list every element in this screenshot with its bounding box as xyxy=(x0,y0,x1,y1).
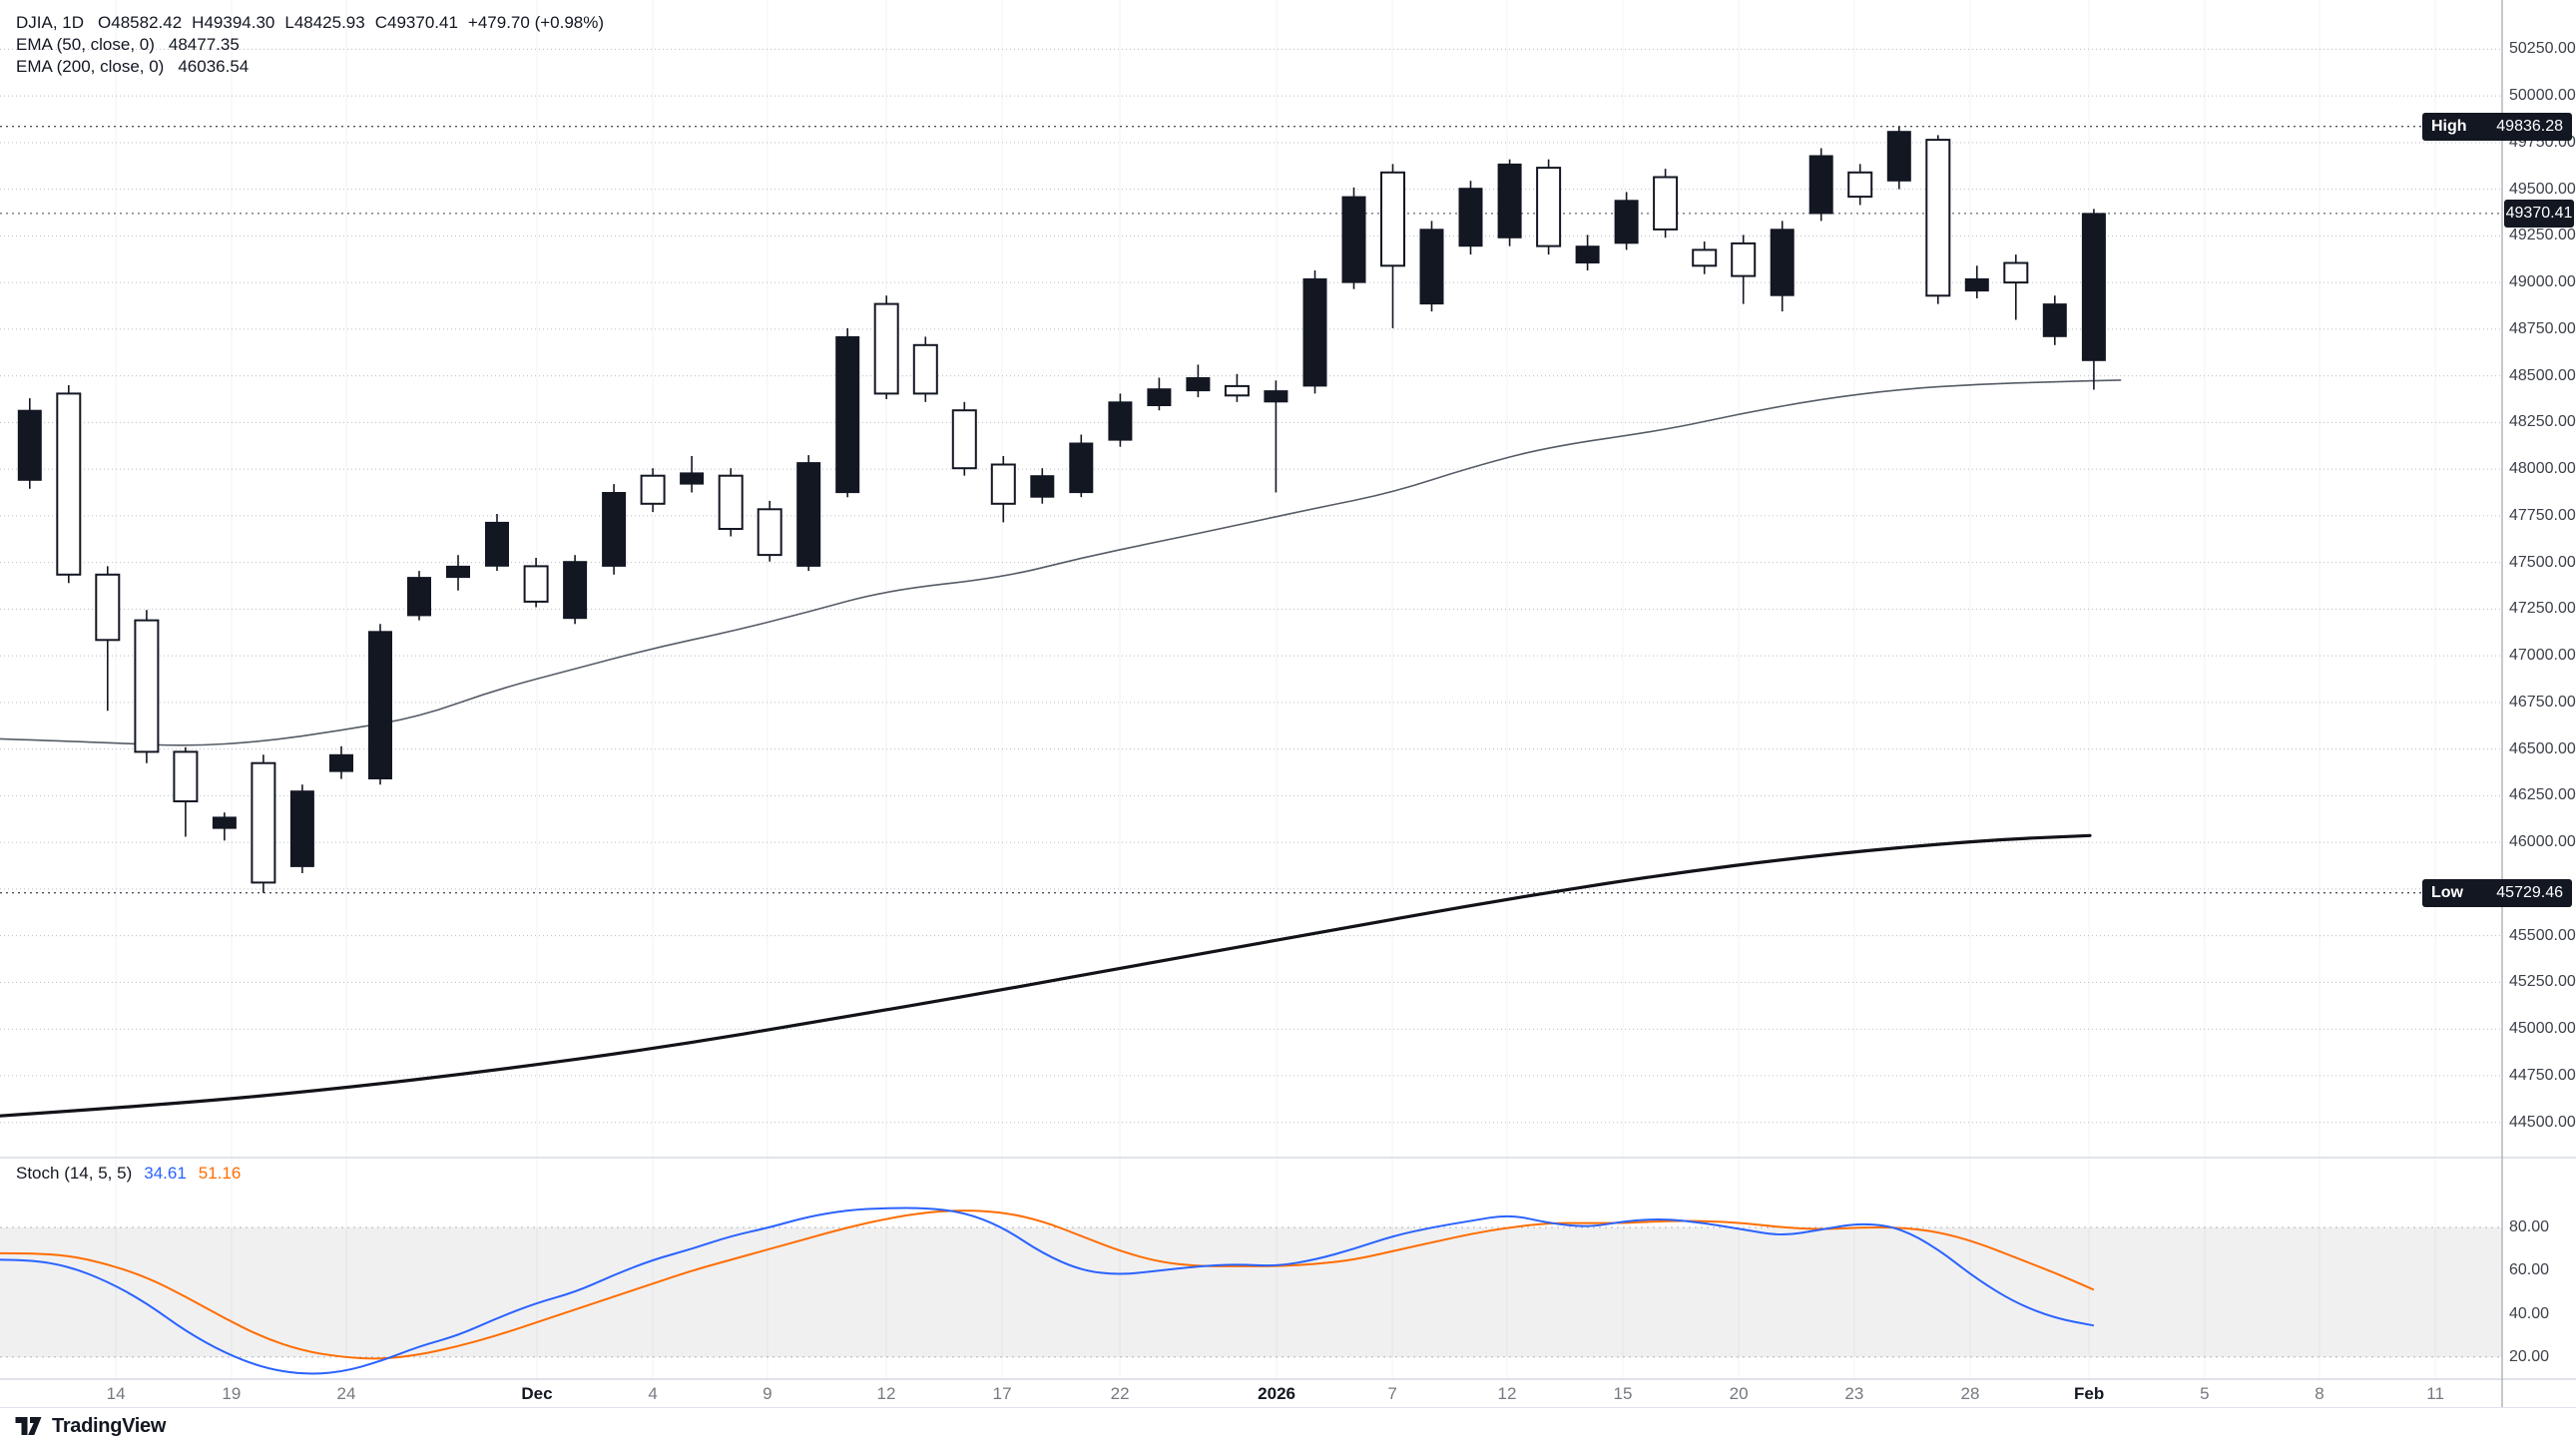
ema50-value: 48477.35 xyxy=(168,35,240,54)
legend-row-symbol[interactable]: DJIA, 1D O48582.42 H49394.30 L48425.93 C… xyxy=(16,12,604,34)
price-axis-label: 46500.00 xyxy=(2509,739,2576,757)
ema200-label: EMA (200, close, 0) xyxy=(16,57,165,76)
low-badge-value: 45729.46 xyxy=(2496,883,2563,901)
time-axis-label: 5 xyxy=(2200,1384,2210,1403)
stoch-label: Stoch (14, 5, 5) xyxy=(16,1164,133,1183)
high-price-badge: High 49836.28 xyxy=(2422,112,2572,141)
price-axis-label: 44500.00 xyxy=(2509,1113,2576,1131)
stoch-axis-label: 60.00 xyxy=(2509,1261,2550,1279)
time-axis[interactable]: 14 19 24 Dec 4 9 12 17 22 2026 7 12 15 20 23 28 Feb 5 8 11 xyxy=(0,1379,2502,1407)
time-axis-label: 15 xyxy=(1613,1384,1633,1403)
high-badge-value: 49836.28 xyxy=(2496,117,2563,135)
price-axis-label: 46250.00 xyxy=(2509,786,2576,804)
price-axis-label: 47500.00 xyxy=(2509,553,2576,571)
low-price-badge: Low 45729.46 xyxy=(2422,878,2572,907)
price-axis-label: 48250.00 xyxy=(2509,413,2576,431)
tradingview-brand-text[interactable]: TradingView xyxy=(52,1414,167,1437)
time-axis-label: 7 xyxy=(1387,1384,1397,1403)
last-badge-value: 49370.41 xyxy=(2505,204,2573,222)
ohlc-high: H49394.30 xyxy=(192,13,275,32)
time-axis-label: 24 xyxy=(336,1384,356,1403)
time-axis-label: 14 xyxy=(106,1384,126,1403)
time-axis-label: 17 xyxy=(992,1384,1012,1403)
stoch-axis-label: 80.00 xyxy=(2509,1218,2550,1235)
time-axis-label: 9 xyxy=(763,1384,773,1403)
ohlc-low: L48425.93 xyxy=(284,13,365,32)
price-axis-label: 50250.00 xyxy=(2509,40,2576,58)
time-axis-label: 28 xyxy=(1960,1384,1980,1403)
time-axis-label: 23 xyxy=(1844,1384,1864,1403)
legend-row-ema200[interactable]: EMA (200, close, 0) 46036.54 xyxy=(16,56,604,78)
stochastic-legend[interactable]: Stoch (14, 5, 5) 34.61 51.16 xyxy=(16,1164,241,1184)
price-axis-label: 49250.00 xyxy=(2509,227,2576,244)
change-value: +479.70 (+0.98%) xyxy=(467,13,605,32)
price-axis-label: 45000.00 xyxy=(2509,1020,2576,1038)
price-axis-label: 45500.00 xyxy=(2509,926,2576,944)
price-axis-label: 46750.00 xyxy=(2509,693,2576,711)
time-axis-label: 11 xyxy=(2426,1384,2444,1403)
last-price-badge: 49370.41 xyxy=(2504,199,2574,228)
price-axis-label: 48000.00 xyxy=(2509,460,2576,478)
time-axis-label: Dec xyxy=(521,1384,553,1403)
symbol-title: DJIA, 1D xyxy=(16,13,85,32)
time-axis-label: 12 xyxy=(876,1384,896,1403)
tradingview-logo-icon[interactable] xyxy=(14,1414,43,1438)
time-axis-label: 4 xyxy=(648,1384,658,1403)
price-axis-label: 46000.00 xyxy=(2509,833,2576,851)
ema50-label: EMA (50, close, 0) xyxy=(16,35,155,54)
price-axis-label: 47250.00 xyxy=(2509,600,2576,618)
price-axis-label: 47000.00 xyxy=(2509,647,2576,665)
ohlc-open: O48582.42 xyxy=(98,13,183,32)
price-axis-label: 48750.00 xyxy=(2509,319,2576,337)
stoch-axis-label: 20.00 xyxy=(2509,1347,2550,1365)
stoch-d-value: 51.16 xyxy=(198,1164,242,1183)
price-axis-label: 48500.00 xyxy=(2509,366,2576,384)
high-badge-label: High xyxy=(2431,117,2467,135)
price-axis[interactable]: 50250.00 50000.00 49750.00 49500.00 49250.00… xyxy=(2502,0,2576,1407)
price-axis-label: 47750.00 xyxy=(2509,506,2576,524)
price-axis-label: 49000.00 xyxy=(2509,273,2576,291)
price-axis-label: 50000.00 xyxy=(2509,87,2576,105)
ema200-value: 46036.54 xyxy=(178,57,250,76)
time-axis-label: 8 xyxy=(2315,1384,2324,1403)
price-axis-label: 49500.00 xyxy=(2509,180,2576,198)
time-axis-label: 22 xyxy=(1110,1384,1130,1403)
stoch-k-value: 34.61 xyxy=(144,1164,187,1183)
time-axis-label: Feb xyxy=(2073,1384,2105,1403)
legend-row-ema50[interactable]: EMA (50, close, 0) 48477.35 xyxy=(16,34,604,56)
time-axis-label: 19 xyxy=(222,1384,242,1403)
price-axis-label: 45250.00 xyxy=(2509,973,2576,991)
symbol-legend: DJIA, 1D O48582.42 H49394.30 L48425.93 C… xyxy=(16,12,604,78)
time-axis-label: 12 xyxy=(1497,1384,1517,1403)
low-badge-label: Low xyxy=(2431,883,2463,901)
ohlc-close: C49370.41 xyxy=(374,13,458,32)
price-axis-label: 44750.00 xyxy=(2509,1066,2576,1084)
stoch-axis-label: 40.00 xyxy=(2509,1304,2550,1322)
time-axis-label: 2026 xyxy=(1258,1384,1296,1403)
time-axis-label: 20 xyxy=(1729,1384,1749,1403)
footer-bar: TradingView xyxy=(0,1407,2576,1444)
